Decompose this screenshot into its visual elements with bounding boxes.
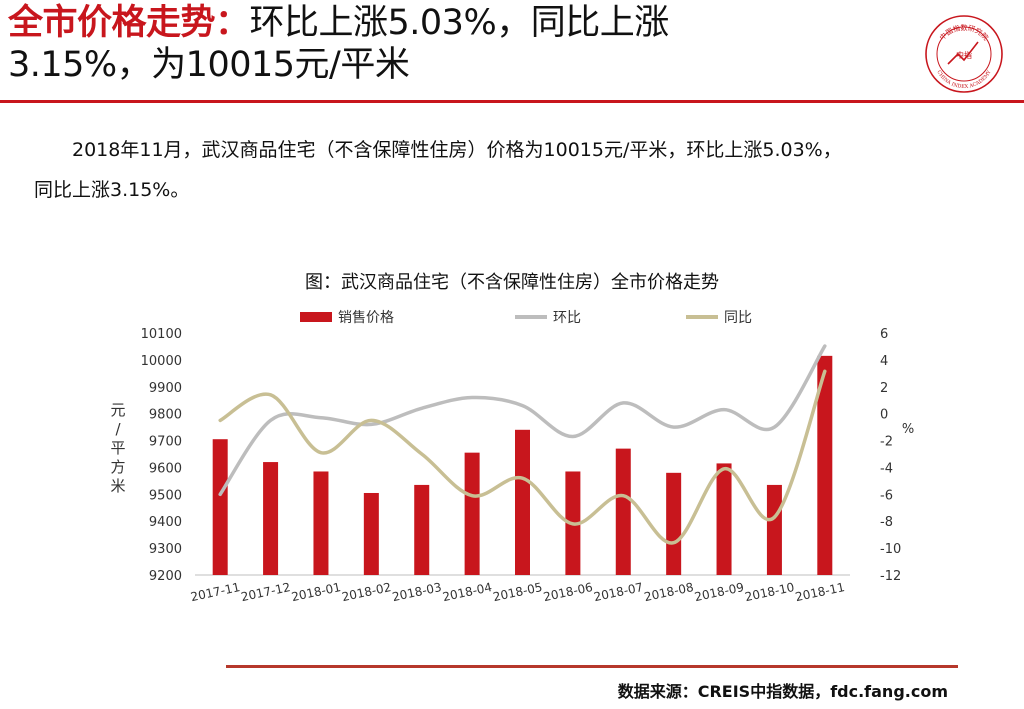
right-tick-label: -10 bbox=[880, 542, 901, 557]
price-bar bbox=[817, 355, 833, 575]
price-bar bbox=[313, 471, 329, 575]
page-title-line2: 3.15%，为10015元/平米 bbox=[8, 45, 410, 85]
right-tick-label: 4 bbox=[880, 354, 888, 369]
data-source: 数据来源：CREIS中指数据，fdc.fang.com bbox=[617, 682, 948, 701]
logo-trend-icon bbox=[947, 41, 979, 65]
x-tick-label: 2018-03 bbox=[391, 580, 443, 604]
page-title-lead: 全市价格走势： bbox=[8, 3, 250, 43]
legend-label: 同比 bbox=[724, 310, 752, 326]
left-axis-title-char: 元 bbox=[110, 401, 125, 419]
ratio-lines bbox=[218, 344, 827, 545]
logo-inner-ring bbox=[936, 26, 992, 82]
price-bar bbox=[716, 463, 732, 575]
right-tick-label: 2 bbox=[880, 381, 888, 396]
left-axis-title-char: 米 bbox=[110, 477, 125, 495]
left-tick-label: 9500 bbox=[149, 488, 182, 503]
x-tick-label: 2018-04 bbox=[441, 580, 493, 604]
price-bar bbox=[615, 448, 631, 575]
left-tick-label: 9200 bbox=[149, 569, 182, 584]
tick-labels: 9200 9300 9400 9500 9600 9700 9800 9900 10000 101… bbox=[110, 327, 914, 604]
price-bar bbox=[363, 492, 379, 575]
yoy-line bbox=[218, 369, 827, 545]
x-tick-label: 2018-09 bbox=[693, 580, 745, 604]
right-tick-label: -8 bbox=[880, 515, 893, 530]
page-title-line1: 全市价格走势：环比上涨5.03%，同比上涨 bbox=[8, 2, 908, 44]
right-tick-label: -12 bbox=[880, 569, 901, 584]
x-tick-label: 2018-05 bbox=[492, 580, 544, 604]
price-trend-chart: 销售价格 环比 同比 9200 9300 9400 9500 9600 9700 9800 990… bbox=[110, 310, 914, 604]
mom-line bbox=[218, 344, 827, 497]
right-tick-label: -6 bbox=[880, 488, 893, 503]
chart-legend: 销售价格 环比 同比 bbox=[300, 310, 752, 326]
header-divider bbox=[0, 100, 1024, 103]
x-tick-label: 2018-10 bbox=[744, 580, 796, 604]
price-bar bbox=[515, 429, 530, 575]
china-index-academy-logo: 中国指数研究院 CHINA INDEX ACADEMY 中指 bbox=[925, 15, 1003, 93]
x-tick-label: 2018-06 bbox=[542, 580, 594, 604]
left-tick-label: 9700 bbox=[149, 435, 182, 450]
x-tick-label: 2018-08 bbox=[643, 580, 695, 604]
price-bar bbox=[666, 472, 682, 575]
x-tick-label: 2018-02 bbox=[341, 580, 393, 604]
x-tick-label: 2018-11 bbox=[794, 580, 846, 604]
page-title-rest: 环比上涨5.03%，同比上涨 bbox=[249, 3, 670, 43]
right-tick-label: -4 bbox=[880, 461, 893, 476]
intro-line1-text: 2018年11月，武汉商品住宅（不含保障性住房）价格为10015元/平米，环比上… bbox=[72, 139, 842, 161]
page-header: 全市价格走势：环比上涨5.03%，同比上涨 3.15%，为10015元/平米 bbox=[8, 2, 908, 86]
intro-line2: 同比上涨3.15%。 bbox=[34, 179, 190, 201]
price-bars bbox=[212, 355, 833, 575]
price-bar bbox=[212, 439, 228, 575]
x-tick-label: 2018-07 bbox=[592, 580, 644, 604]
price-bar bbox=[414, 484, 430, 575]
left-axis-title-char: 方 bbox=[110, 458, 125, 476]
footer-divider bbox=[226, 665, 958, 668]
left-tick-label: 10000 bbox=[141, 354, 182, 369]
price-bar bbox=[766, 484, 782, 575]
right-tick-label: 6 bbox=[880, 327, 888, 342]
right-tick-label: 0 bbox=[880, 408, 888, 423]
legend-swatch-bar bbox=[300, 312, 332, 322]
legend-label: 销售价格 bbox=[338, 310, 394, 326]
left-tick-label: 9600 bbox=[149, 461, 182, 476]
left-axis-title-char: 平 bbox=[110, 439, 125, 457]
left-axis-title-char: / bbox=[115, 420, 121, 438]
intro-line1: 2018年11月，武汉商品住宅（不含保障性住房）价格为10015元/平米，环比上… bbox=[34, 130, 1014, 170]
right-axis-title: % bbox=[902, 422, 914, 437]
price-bar bbox=[263, 462, 279, 575]
x-tick-label: 2017-11 bbox=[189, 580, 241, 604]
x-tick-label: 2018-01 bbox=[290, 580, 342, 604]
x-tick-label: 2017-12 bbox=[240, 580, 292, 604]
left-tick-label: 9800 bbox=[149, 408, 182, 423]
left-tick-label: 9300 bbox=[149, 542, 182, 557]
price-bar bbox=[464, 452, 480, 575]
intro-paragraph: 2018年11月，武汉商品住宅（不含保障性住房）价格为10015元/平米，环比上… bbox=[34, 130, 1014, 210]
right-tick-label: -2 bbox=[880, 435, 893, 450]
left-tick-label: 9400 bbox=[149, 515, 182, 530]
left-tick-label: 9900 bbox=[149, 381, 182, 396]
left-tick-label: 10100 bbox=[141, 327, 182, 342]
chart-title: 图：武汉商品住宅（不含保障性住房）全市价格走势 bbox=[305, 272, 719, 293]
legend-label: 环比 bbox=[553, 310, 581, 326]
logo-center-text: 中指 bbox=[956, 50, 972, 60]
